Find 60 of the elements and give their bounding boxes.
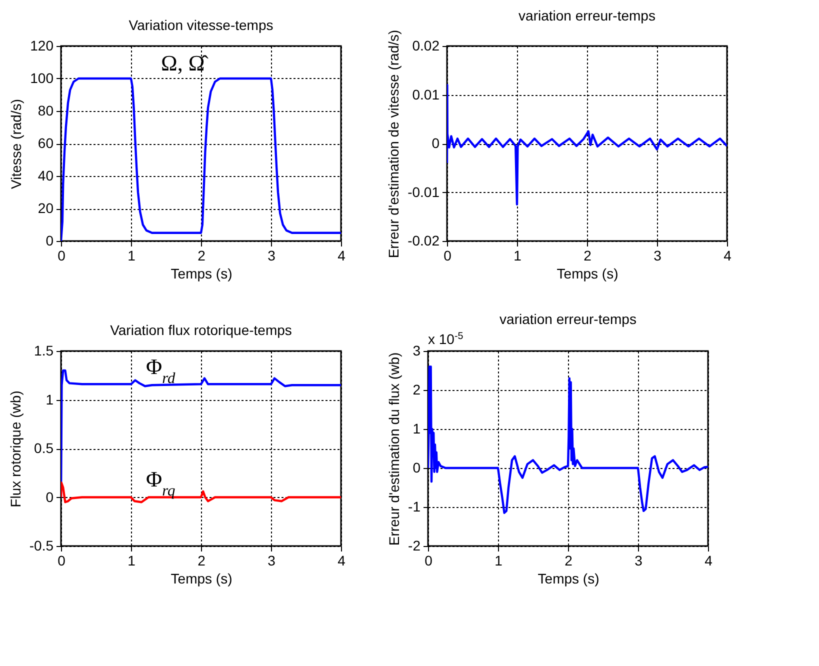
x-tick-label: 1	[514, 248, 522, 264]
x-tick-label: 2	[564, 552, 573, 568]
y-tick-label: 0	[432, 135, 440, 151]
x-tick-label: 3	[268, 552, 276, 568]
x-tick-label: 1	[128, 248, 136, 264]
x-tick-label: 0	[58, 248, 66, 264]
chart-title: variation erreur-temps	[500, 311, 636, 327]
y-tick-label: 0.01	[412, 86, 440, 102]
y-axis-title: Erreur d'estimation du flux (wb)	[386, 352, 402, 546]
x-tick-label: 3	[268, 248, 276, 264]
y-tick-label: 80	[38, 102, 54, 118]
y-tick-label: 1.5	[34, 342, 54, 358]
x-tick-label: 3	[634, 552, 643, 568]
x-tick-label: 4	[338, 248, 346, 264]
x-axis-title: Temps (s)	[170, 266, 232, 282]
y-tick-label: -0.01	[408, 184, 440, 200]
y-tick-label: -2	[408, 538, 421, 554]
y-tick-label: 2	[412, 382, 421, 398]
x-axis-title: Temps (s)	[556, 266, 618, 282]
y-tick-label: 60	[38, 135, 54, 151]
y-tick-label: -0.5	[29, 538, 54, 554]
y-tick-label: 120	[30, 38, 54, 54]
x-tick-label: 2	[584, 248, 592, 264]
x-tick-label: 3	[654, 248, 662, 264]
y-axis-title: Vitesse (rad/s)	[8, 99, 24, 189]
x-tick-label: 4	[338, 552, 346, 568]
y-tick-label: 0	[412, 460, 421, 476]
text: x 10$^{-5}$	[428, 330, 464, 347]
x-tick-label: 2	[198, 552, 206, 568]
series-label: Φ$_{rq}$	[146, 466, 176, 499]
chart-title: Variation vitesse-temps	[128, 17, 274, 33]
line-series	[447, 84, 727, 206]
x-tick-label: 0	[444, 248, 452, 264]
chart-title: variation erreur-temps	[518, 7, 656, 24]
chart-title: Variation flux rotorique-temps	[110, 322, 292, 338]
y-tick-label: 3	[412, 342, 421, 358]
y-tick-label: 1	[412, 420, 421, 436]
y-tick-label: 100	[30, 70, 54, 86]
x-tick-label: 0	[58, 552, 66, 568]
y-tick-label: -1	[408, 498, 421, 514]
y-tick-label: 0.02	[412, 38, 440, 54]
x-axis-title: Temps (s)	[538, 570, 600, 586]
y-tick-label: -0.02	[408, 232, 440, 248]
y-tick-label: 40	[38, 168, 54, 184]
y-tick-label: 0.5	[34, 440, 54, 456]
y-tick-label: 20	[38, 200, 54, 216]
y-tick-label: 0	[46, 488, 54, 505]
x-tick-label: 1	[128, 552, 136, 568]
series-label: Φ$_{rd}$	[146, 354, 176, 387]
y-tick-label: 1	[46, 391, 54, 408]
line-series	[428, 366, 708, 514]
x-tick-label: 4	[724, 248, 732, 264]
x-tick-label: 4	[704, 552, 713, 568]
x-tick-label: 1	[494, 552, 503, 568]
y-axis-title: Flux rotorique (wb)	[7, 390, 24, 508]
x-axis-title: Temps (s)	[170, 570, 232, 586]
y-tick-label: 0	[46, 232, 54, 248]
x-tick-label: 2	[198, 248, 206, 264]
series-label: Ω, Ω̂	[161, 50, 209, 76]
y-axis-title: Erreur d'estimation de vitesse (rad/s)	[386, 30, 402, 258]
